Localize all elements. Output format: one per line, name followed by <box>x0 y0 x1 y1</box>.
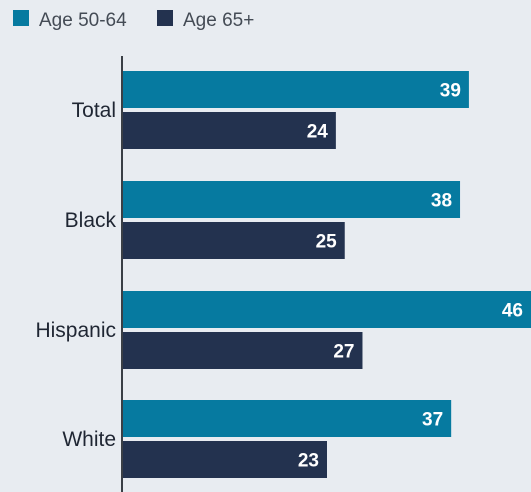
bar-total-age-50-64 <box>123 71 469 108</box>
bar-black-age-50-64 <box>123 181 461 218</box>
legend-swatch-age-65-plus <box>157 10 173 26</box>
legend-label-age-50-64: Age 50-64 <box>39 10 127 31</box>
category-label-black: Black <box>65 209 117 232</box>
value-label-white-age-50-64: 37 <box>422 410 443 431</box>
bar-black-age-65-plus <box>123 222 345 259</box>
bar-hispanic-age-65-plus <box>123 332 363 369</box>
bar-total-age-65-plus <box>123 112 336 149</box>
bar-white-age-50-64 <box>123 400 452 437</box>
value-label-black-age-50-64: 38 <box>431 191 452 212</box>
category-label-white: White <box>62 428 116 451</box>
legend-swatch-age-50-64 <box>13 10 29 26</box>
bar-hispanic-age-50-64 <box>123 291 531 328</box>
legend-label-age-65-plus: Age 65+ <box>183 10 254 31</box>
value-label-hispanic-age-50-64: 46 <box>502 301 523 322</box>
value-label-black-age-65-plus: 25 <box>316 232 338 253</box>
bar-white-age-65-plus <box>123 441 327 478</box>
value-label-white-age-65-plus: 23 <box>298 451 319 472</box>
value-label-total-age-65-plus: 24 <box>307 122 329 143</box>
bars-group: 39 24 Total 38 25 Black 46 27 Hispanic 37 23 White <box>35 71 531 478</box>
value-label-hispanic-age-65-plus: 27 <box>333 342 354 363</box>
legend: Age 50-64 Age 65+ <box>13 10 254 31</box>
category-label-total: Total <box>72 99 116 122</box>
category-label-hispanic: Hispanic <box>35 319 116 342</box>
value-label-total-age-50-64: 39 <box>440 81 461 102</box>
